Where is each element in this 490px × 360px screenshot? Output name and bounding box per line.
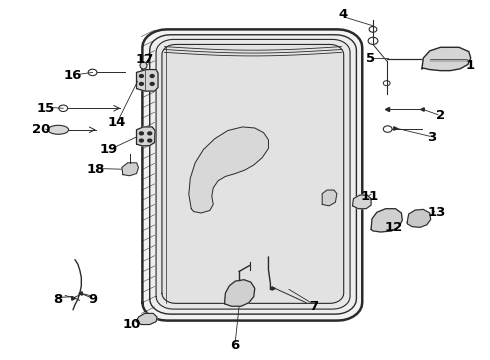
Text: 16: 16 [64, 69, 82, 82]
Text: 15: 15 [37, 102, 55, 115]
Text: 5: 5 [367, 52, 376, 65]
Text: 7: 7 [309, 300, 318, 313]
Polygon shape [156, 40, 350, 309]
Text: 20: 20 [31, 123, 50, 136]
Text: 14: 14 [108, 116, 126, 129]
Polygon shape [143, 30, 362, 320]
Text: 17: 17 [136, 53, 154, 66]
Text: 2: 2 [436, 109, 445, 122]
Text: 3: 3 [427, 131, 436, 144]
Polygon shape [407, 210, 431, 227]
Circle shape [148, 132, 152, 135]
Circle shape [140, 75, 144, 77]
Polygon shape [137, 127, 155, 146]
Circle shape [140, 82, 144, 85]
Polygon shape [137, 69, 158, 91]
Polygon shape [422, 47, 471, 71]
Circle shape [150, 82, 154, 85]
Polygon shape [224, 280, 255, 306]
Circle shape [140, 139, 144, 142]
Text: 12: 12 [385, 221, 403, 234]
Text: 8: 8 [54, 293, 63, 306]
Text: 10: 10 [122, 318, 141, 331]
Text: 19: 19 [100, 143, 118, 156]
Text: 4: 4 [338, 8, 347, 21]
Circle shape [150, 75, 154, 77]
Polygon shape [137, 314, 157, 324]
Text: 6: 6 [230, 339, 239, 352]
Polygon shape [322, 190, 337, 206]
Polygon shape [371, 209, 402, 232]
Circle shape [140, 132, 144, 135]
Ellipse shape [48, 125, 69, 134]
Polygon shape [162, 44, 343, 303]
Text: 18: 18 [87, 163, 105, 176]
Polygon shape [150, 35, 356, 314]
Circle shape [148, 139, 152, 142]
Polygon shape [122, 163, 139, 176]
Text: 13: 13 [427, 207, 446, 220]
Text: 9: 9 [88, 293, 97, 306]
Text: 1: 1 [465, 59, 474, 72]
Polygon shape [189, 127, 269, 213]
Text: 11: 11 [361, 190, 379, 203]
Polygon shape [352, 195, 371, 209]
